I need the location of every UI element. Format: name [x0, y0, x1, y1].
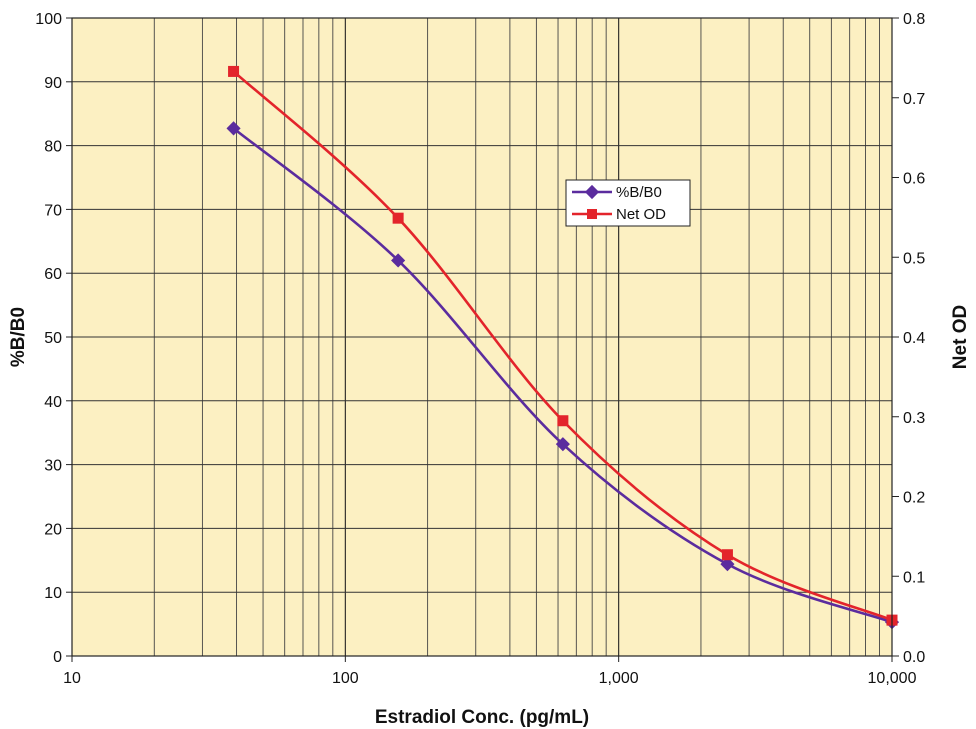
legend-label-b-b0: %B/B0: [616, 184, 662, 201]
y-right-tick-label: 0.5: [903, 250, 925, 267]
y-right-tick-label: 0.3: [903, 410, 925, 427]
data-point-net-od: [228, 65, 240, 77]
y-right-tick-label: 0.0: [903, 649, 925, 666]
y-right-tick-label: 0.6: [903, 171, 925, 188]
y-left-tick-label: 0: [53, 649, 62, 666]
x-tick-label: 10,000: [868, 670, 917, 687]
y-right-tick-label: 0.1: [903, 569, 925, 586]
y-right-tick-label: 0.7: [903, 91, 925, 108]
data-point-b-b0: [555, 437, 570, 452]
data-point-b-b0: [720, 557, 735, 572]
data-point-b-b0: [226, 121, 241, 136]
x-tick-label: 100: [332, 670, 359, 687]
x-tick-label: 1,000: [599, 670, 639, 687]
data-point-net-od: [557, 415, 569, 427]
y-right-tick-label: 0.8: [903, 11, 925, 28]
y-right-axis-title: Net OD: [950, 305, 971, 369]
series-layer: [226, 65, 900, 630]
legend-label-net-od: Net OD: [616, 206, 666, 223]
data-point-net-od: [721, 549, 733, 561]
y-left-tick-label: 80: [44, 139, 62, 156]
y-right-tick-label: 0.2: [903, 490, 925, 507]
y-left-tick-label: 30: [44, 458, 62, 475]
y-left-tick-label: 60: [44, 266, 62, 283]
y-left-tick-label: 50: [44, 330, 62, 347]
axes: 10 100 1,000 10,00001020304050607080901000.…: [35, 11, 925, 687]
y-left-tick-label: 70: [44, 202, 62, 219]
legend: %B/B0 Net OD: [565, 179, 691, 227]
legend-marker-net-od: [587, 209, 597, 219]
y-right-tick-label: 0.4: [903, 330, 925, 347]
y-left-axis-title: %B/B0: [8, 307, 29, 367]
x-tick-label: 10: [63, 670, 81, 687]
y-left-tick-label: 10: [44, 585, 62, 602]
y-left-tick-label: 90: [44, 75, 62, 92]
x-axis-title: Estradiol Conc. (pg/mL): [375, 707, 589, 728]
data-point-b-b0: [391, 253, 406, 268]
y-left-tick-label: 20: [44, 521, 62, 538]
y-left-tick-label: 100: [35, 11, 62, 28]
legend-box: [565, 179, 691, 227]
legend-marker-b-b0: [584, 184, 600, 200]
y-left-tick-label: 40: [44, 394, 62, 411]
data-point-net-od: [392, 212, 404, 224]
